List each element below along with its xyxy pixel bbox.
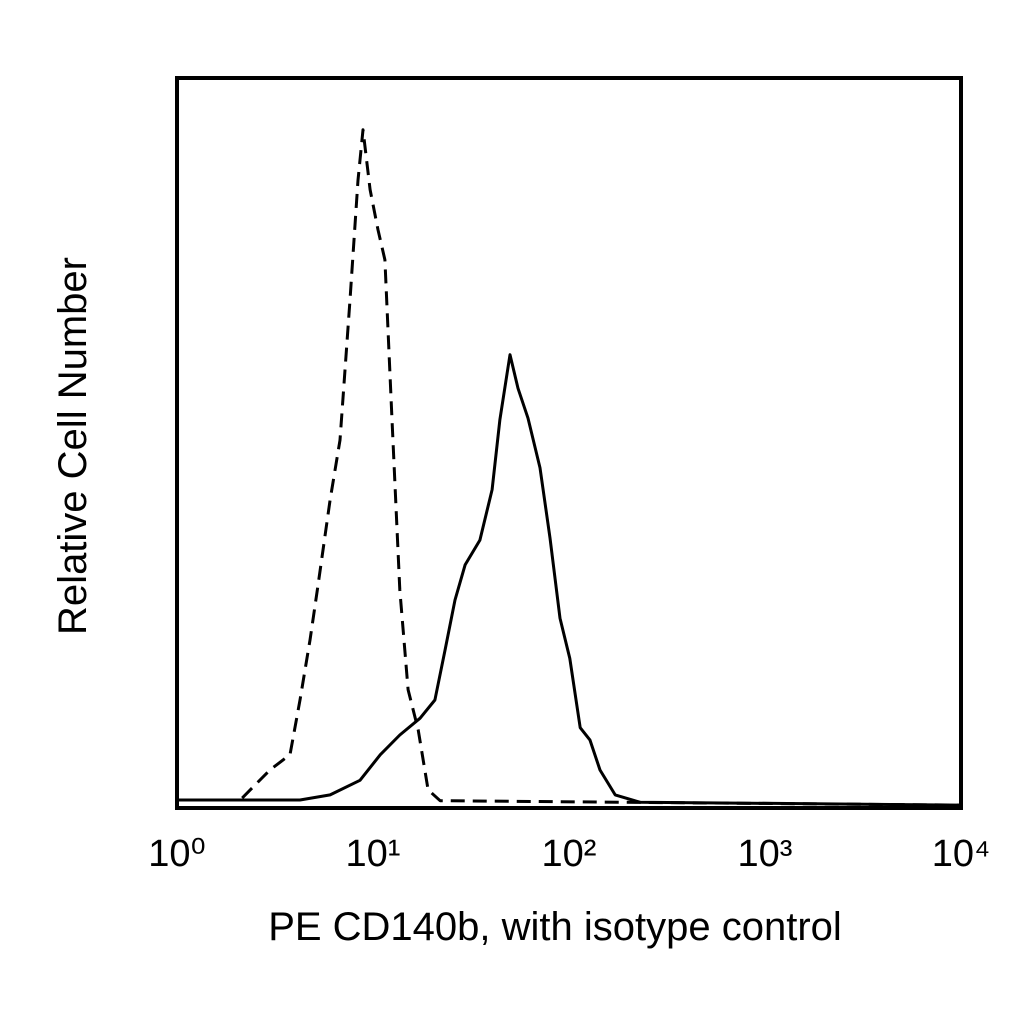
x-tick-label: 10² [542, 833, 597, 875]
x-tick-label: 10¹ [346, 833, 401, 875]
x-tick-label: 10⁰ [148, 833, 206, 875]
x-tick-label: 10⁴ [932, 833, 991, 875]
x-axis-label: PE CD140b, with isotype control [268, 905, 842, 949]
y-axis-label: Relative Cell Number [51, 257, 95, 635]
plot-frame [175, 76, 963, 810]
histogram-line [177, 128, 960, 807]
histogram-line [177, 353, 960, 807]
x-tick-label: 10³ [738, 833, 793, 875]
